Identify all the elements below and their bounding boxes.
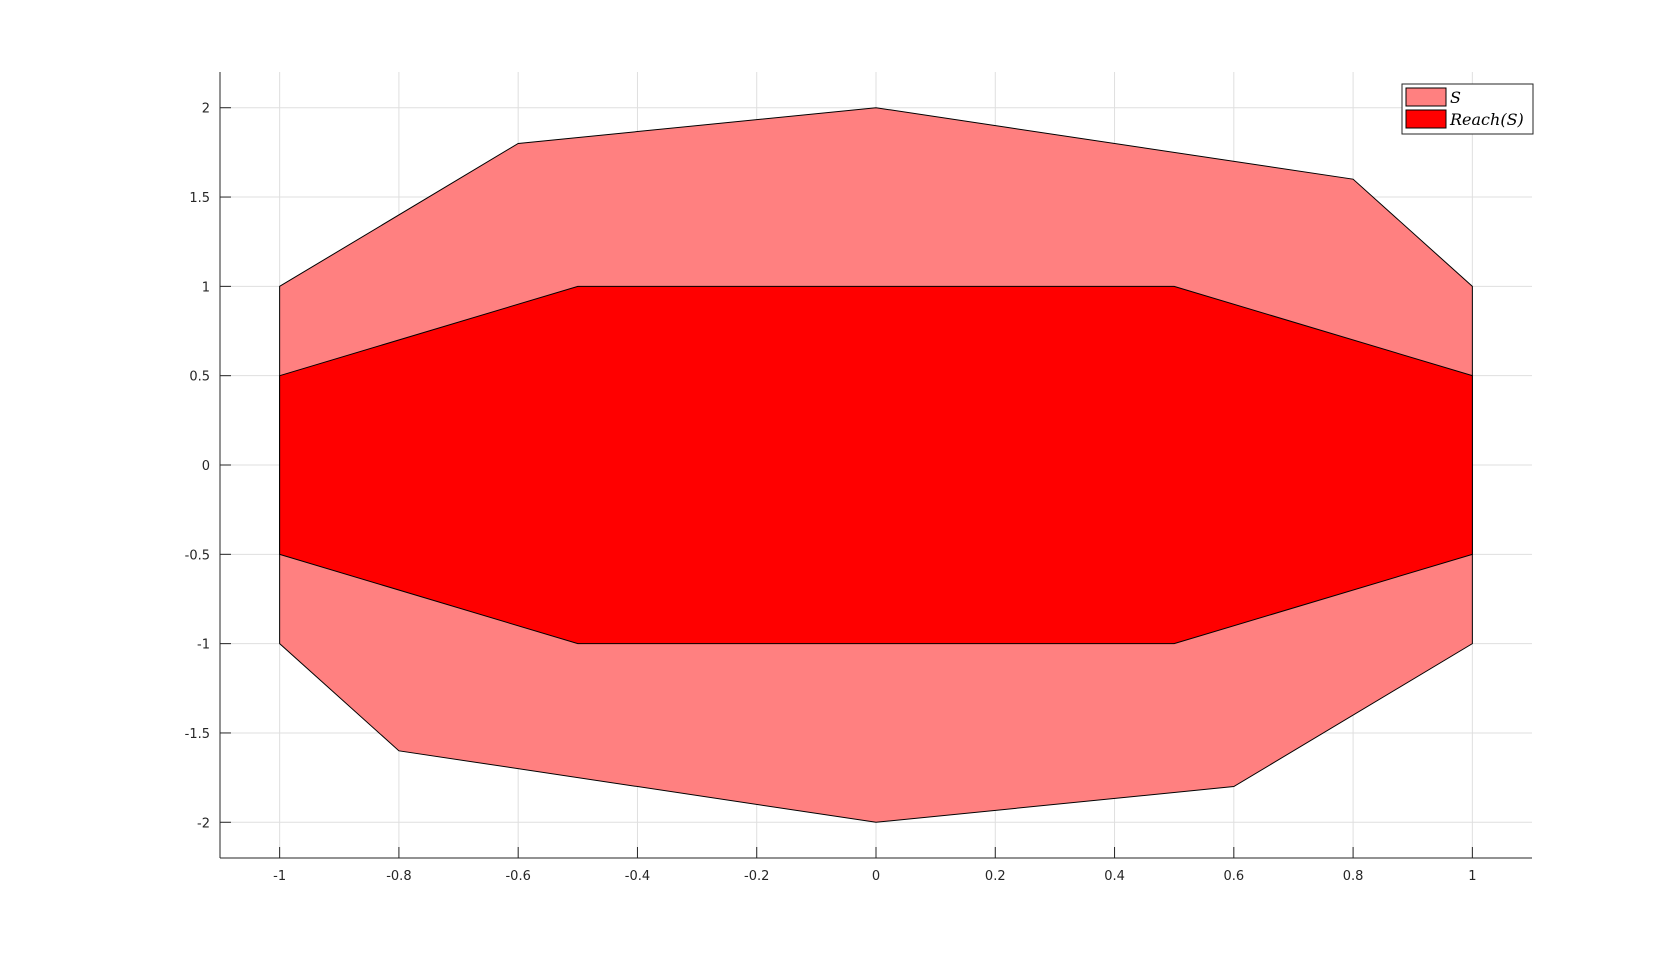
- x-tick-label-7: 0.4: [1104, 869, 1125, 884]
- x-tick-label-8: 0.6: [1223, 869, 1244, 884]
- y-tick-label-4: 0: [202, 459, 210, 474]
- x-tick-label-9: 0.8: [1343, 869, 1364, 884]
- y-tick-label-8: 2: [202, 102, 210, 117]
- legend-label-0: S: [1450, 88, 1461, 107]
- y-tick-label-6: 1: [202, 280, 210, 295]
- x-tick-label-0: -1: [273, 869, 286, 884]
- legend-swatch-1: [1405, 109, 1447, 129]
- y-tick-label-3: -0.5: [185, 548, 210, 563]
- x-tick-label-1: -0.8: [386, 869, 411, 884]
- legend-swatch-0: [1405, 87, 1447, 107]
- polygons: [279, 107, 1473, 823]
- y-tick-label-0: -2: [197, 816, 210, 831]
- legend: S Reach(S): [1401, 83, 1534, 135]
- y-tick-label-7: 1.5: [189, 191, 210, 206]
- x-tick-label-5: 0: [872, 869, 880, 884]
- polygon-1: [279, 285, 1473, 645]
- axes: -1 -0.8 -0.6 -0.4 -0.2 0 0.2 0.4 0.6 0.8 1 -2 -1.5 -1…: [185, 72, 1532, 884]
- legend-label-1: Reach(S): [1449, 110, 1524, 129]
- x-tick-label-10: 1: [1468, 869, 1476, 884]
- x-tick-label-3: -0.4: [625, 869, 650, 884]
- y-tick-label-2: -1: [197, 638, 210, 653]
- x-tick-label-4: -0.2: [744, 869, 769, 884]
- x-tick-label-6: 0.2: [985, 869, 1006, 884]
- x-tick-label-2: -0.6: [505, 869, 530, 884]
- y-tick-label-1: -1.5: [185, 727, 210, 742]
- y-tick-label-5: 0.5: [189, 370, 210, 385]
